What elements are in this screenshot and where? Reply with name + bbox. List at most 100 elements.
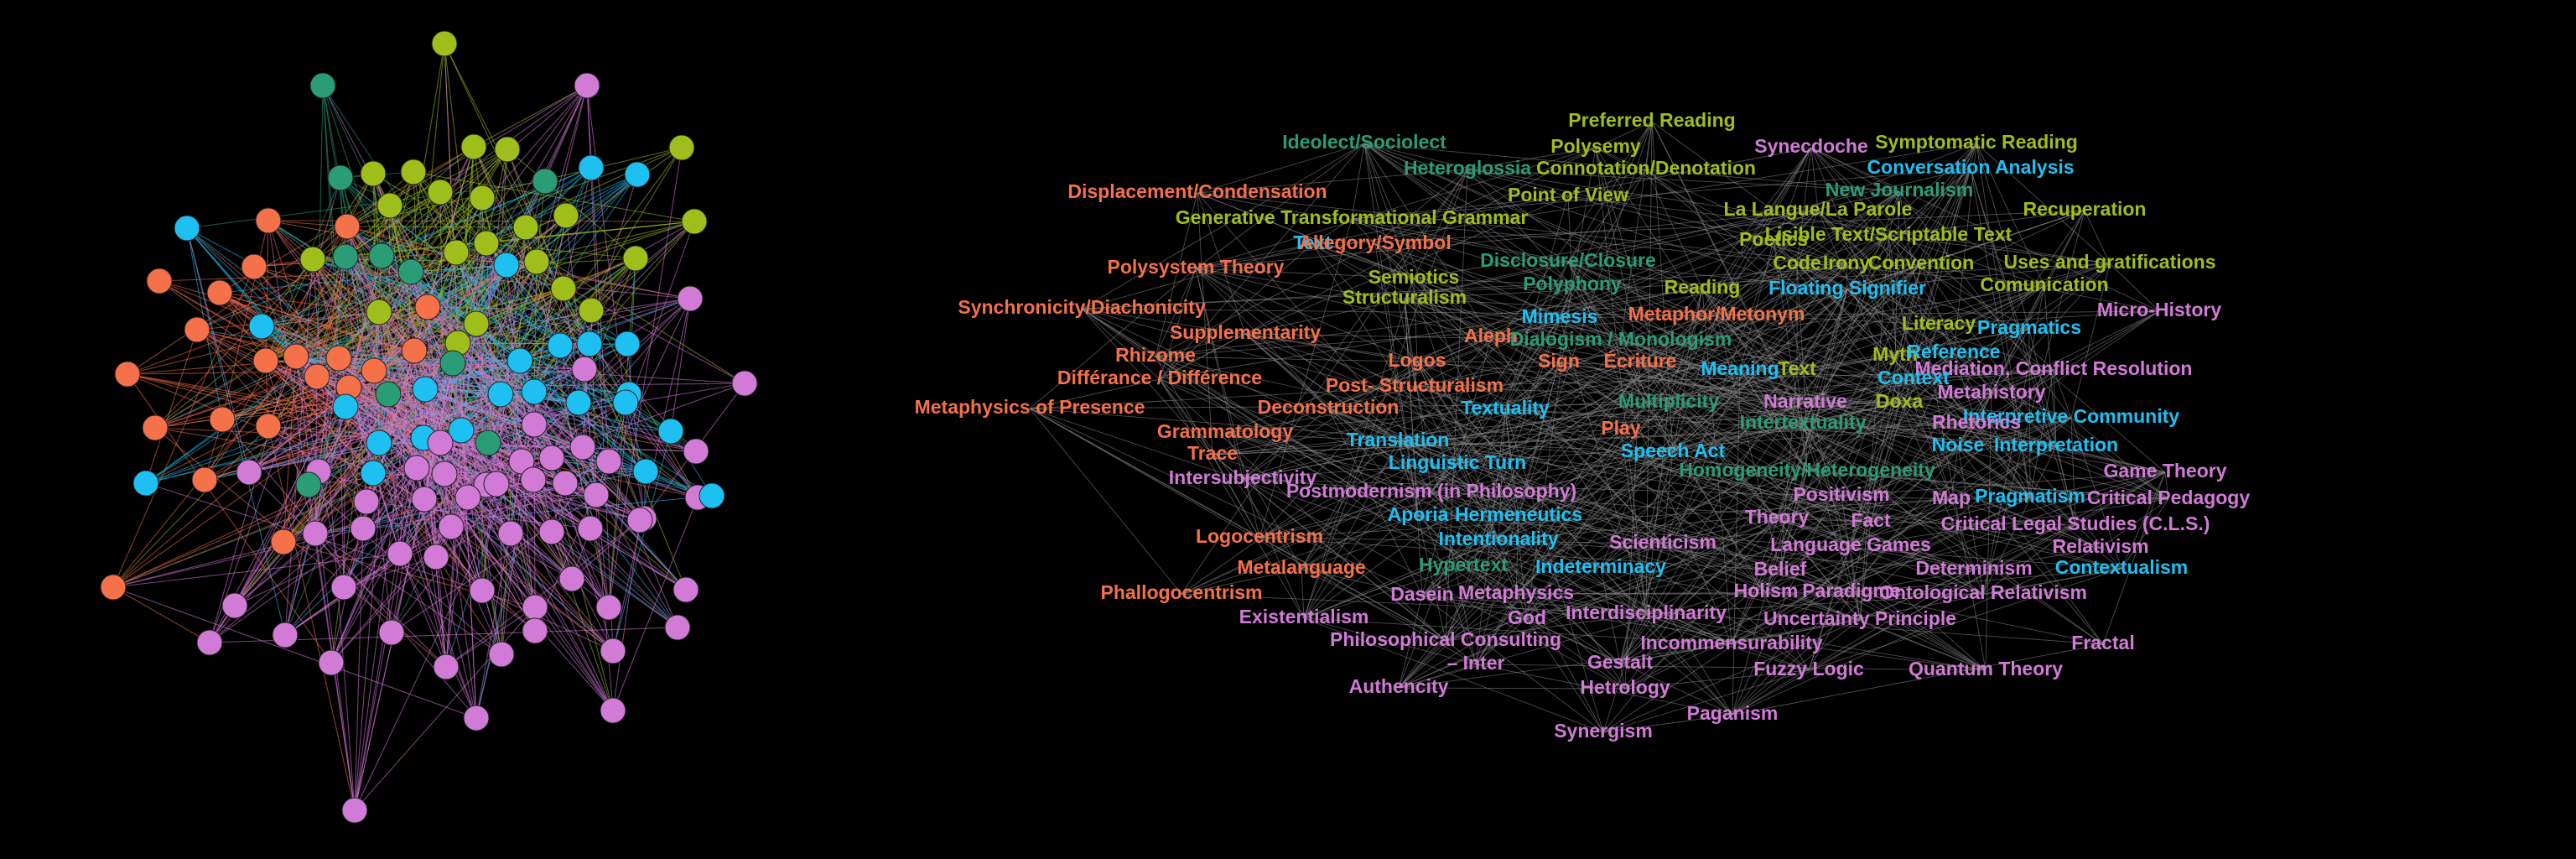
term-edge xyxy=(1600,471,1808,569)
term-label: Existentialism xyxy=(1239,606,1369,627)
term-edge xyxy=(1259,537,1664,544)
term-edge xyxy=(2029,369,2054,498)
term-edge xyxy=(1619,471,2166,664)
term-edge xyxy=(1846,143,1977,265)
graph-node xyxy=(427,179,454,206)
term-edge xyxy=(1567,169,1647,197)
term-edge xyxy=(1475,664,1987,671)
term-edge xyxy=(1850,417,2072,547)
node-edge xyxy=(378,311,584,448)
node-graph-nodes xyxy=(100,30,758,824)
term-edge xyxy=(1732,369,2054,716)
term-edge xyxy=(1796,263,1848,290)
term-edge xyxy=(1398,445,1959,689)
graph-node xyxy=(270,528,297,555)
node-edge xyxy=(612,430,672,652)
node-edge xyxy=(612,519,641,711)
term-edge xyxy=(1602,669,1810,733)
term-edge xyxy=(1195,268,1852,547)
term-edge xyxy=(1259,361,1418,539)
term-edge xyxy=(1620,190,1900,430)
term-edge xyxy=(1567,261,1732,645)
term-edge xyxy=(1445,498,1952,642)
term-edge xyxy=(1645,402,1670,615)
term-edge xyxy=(1457,463,1987,671)
term-label: Intentionality xyxy=(1438,528,1558,549)
term-edge xyxy=(1504,409,1604,733)
term-edge xyxy=(1620,340,1778,519)
term-edge xyxy=(1475,409,1506,665)
node-edge xyxy=(413,350,678,628)
node-edge xyxy=(154,271,412,429)
term-edge xyxy=(1668,147,1812,403)
term-edge xyxy=(1851,568,2122,593)
term-edge xyxy=(1490,284,1573,338)
term-edge xyxy=(1976,210,2085,424)
term-edge xyxy=(1397,440,2101,549)
term-label: Code xyxy=(1773,252,1821,273)
term-edge xyxy=(1776,518,1975,570)
term-edge xyxy=(1303,539,1499,619)
node-edge xyxy=(346,226,447,668)
node-edge xyxy=(112,255,382,588)
term-label: Comunication xyxy=(1980,273,2108,295)
term-label: Synchronicity/Diachonicity xyxy=(958,296,1205,318)
term-edge xyxy=(1363,143,1492,338)
term-edge xyxy=(1414,362,1560,388)
term-edge xyxy=(1559,263,1798,319)
term-edge xyxy=(1244,333,1621,664)
graph-node xyxy=(366,430,392,456)
term-edge xyxy=(1301,336,1492,570)
term-edge xyxy=(1197,192,1847,265)
graph-node xyxy=(512,214,539,241)
graph-node xyxy=(142,414,169,441)
graph-node xyxy=(341,797,368,824)
term-edge xyxy=(1810,147,1922,265)
graph-node xyxy=(473,230,500,257)
term-edge xyxy=(1431,492,1602,569)
node-edge xyxy=(284,255,382,636)
term-edge xyxy=(1504,195,1569,410)
term-edge xyxy=(1244,195,1569,335)
node-edge xyxy=(196,311,380,331)
term-edge xyxy=(1620,429,1767,593)
term-edge xyxy=(1475,362,1560,665)
node-edge xyxy=(219,292,340,359)
term-edge xyxy=(1457,463,1604,733)
term-label: Différance / Différence xyxy=(1057,367,1262,388)
term-label: Convention xyxy=(1868,252,1975,273)
term-edge xyxy=(1421,340,1622,596)
node-edge xyxy=(455,252,678,628)
term-edge xyxy=(1662,543,1767,593)
graph-node xyxy=(309,72,336,99)
term-edge xyxy=(1645,169,1900,192)
graph-node xyxy=(508,448,535,475)
term-edge xyxy=(1397,440,1602,569)
term-edge xyxy=(2028,263,2111,330)
term-edge xyxy=(1739,240,1774,371)
node-edge xyxy=(348,387,614,652)
term-graph-edges xyxy=(1029,121,2169,733)
graph-node xyxy=(532,168,558,195)
term-edge xyxy=(1982,445,2057,595)
term-edge xyxy=(1417,362,1560,517)
term-edge xyxy=(1155,268,1197,357)
term-label: Preferred Reading xyxy=(1568,109,1735,131)
term-edge xyxy=(1571,147,1597,286)
node-edge xyxy=(221,406,346,420)
term-edge xyxy=(1716,263,1798,316)
graph-node xyxy=(553,202,579,229)
term-edge xyxy=(1920,143,1977,265)
node-edge xyxy=(312,258,614,711)
term-label: Fact xyxy=(1851,509,1891,531)
term-edge xyxy=(1363,143,1519,517)
term-edge xyxy=(1397,440,1477,665)
term-label: Logocentrism xyxy=(1196,525,1323,547)
term-label: Aporia xyxy=(1388,503,1449,525)
term-edge xyxy=(1414,386,1458,465)
term-edge xyxy=(1311,210,2085,245)
term-edge xyxy=(1806,471,2169,500)
term-edge xyxy=(1462,565,1528,620)
graph-node xyxy=(673,576,699,603)
term-edge xyxy=(1224,432,1767,593)
